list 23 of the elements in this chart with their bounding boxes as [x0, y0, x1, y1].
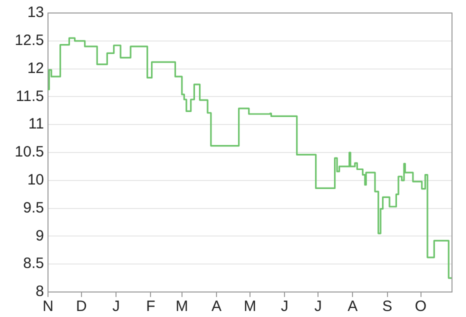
- x-tick-label: F: [146, 298, 156, 316]
- y-tick-label: 12: [27, 60, 44, 77]
- x-tick-label: A: [348, 298, 358, 316]
- x-tick-label: J: [280, 298, 288, 316]
- y-tick-label: 8.5: [23, 255, 44, 272]
- y-tick-label: 9.5: [23, 199, 44, 216]
- x-tick-label: S: [382, 298, 392, 316]
- x-tick-label: D: [76, 298, 88, 316]
- y-tick-label: 11: [28, 116, 44, 133]
- y-tick-label: 8: [36, 283, 44, 300]
- x-tick-label: A: [212, 298, 222, 316]
- x-tick-label: N: [42, 298, 54, 316]
- y-tick-label: 12.5: [14, 32, 44, 50]
- x-tick-label: M: [176, 298, 188, 316]
- x-tick-label: O: [414, 298, 427, 316]
- y-tick-label: 11.5: [16, 88, 44, 105]
- x-tick-label: J: [112, 298, 120, 316]
- y-tick-label: 10.5: [14, 144, 44, 161]
- y-tick-label: 13: [27, 4, 44, 22]
- y-tick-label: 9: [36, 227, 44, 244]
- x-tick-label: J: [314, 298, 322, 316]
- y-tick-label: 10: [27, 172, 44, 189]
- x-tick-label: M: [244, 298, 256, 316]
